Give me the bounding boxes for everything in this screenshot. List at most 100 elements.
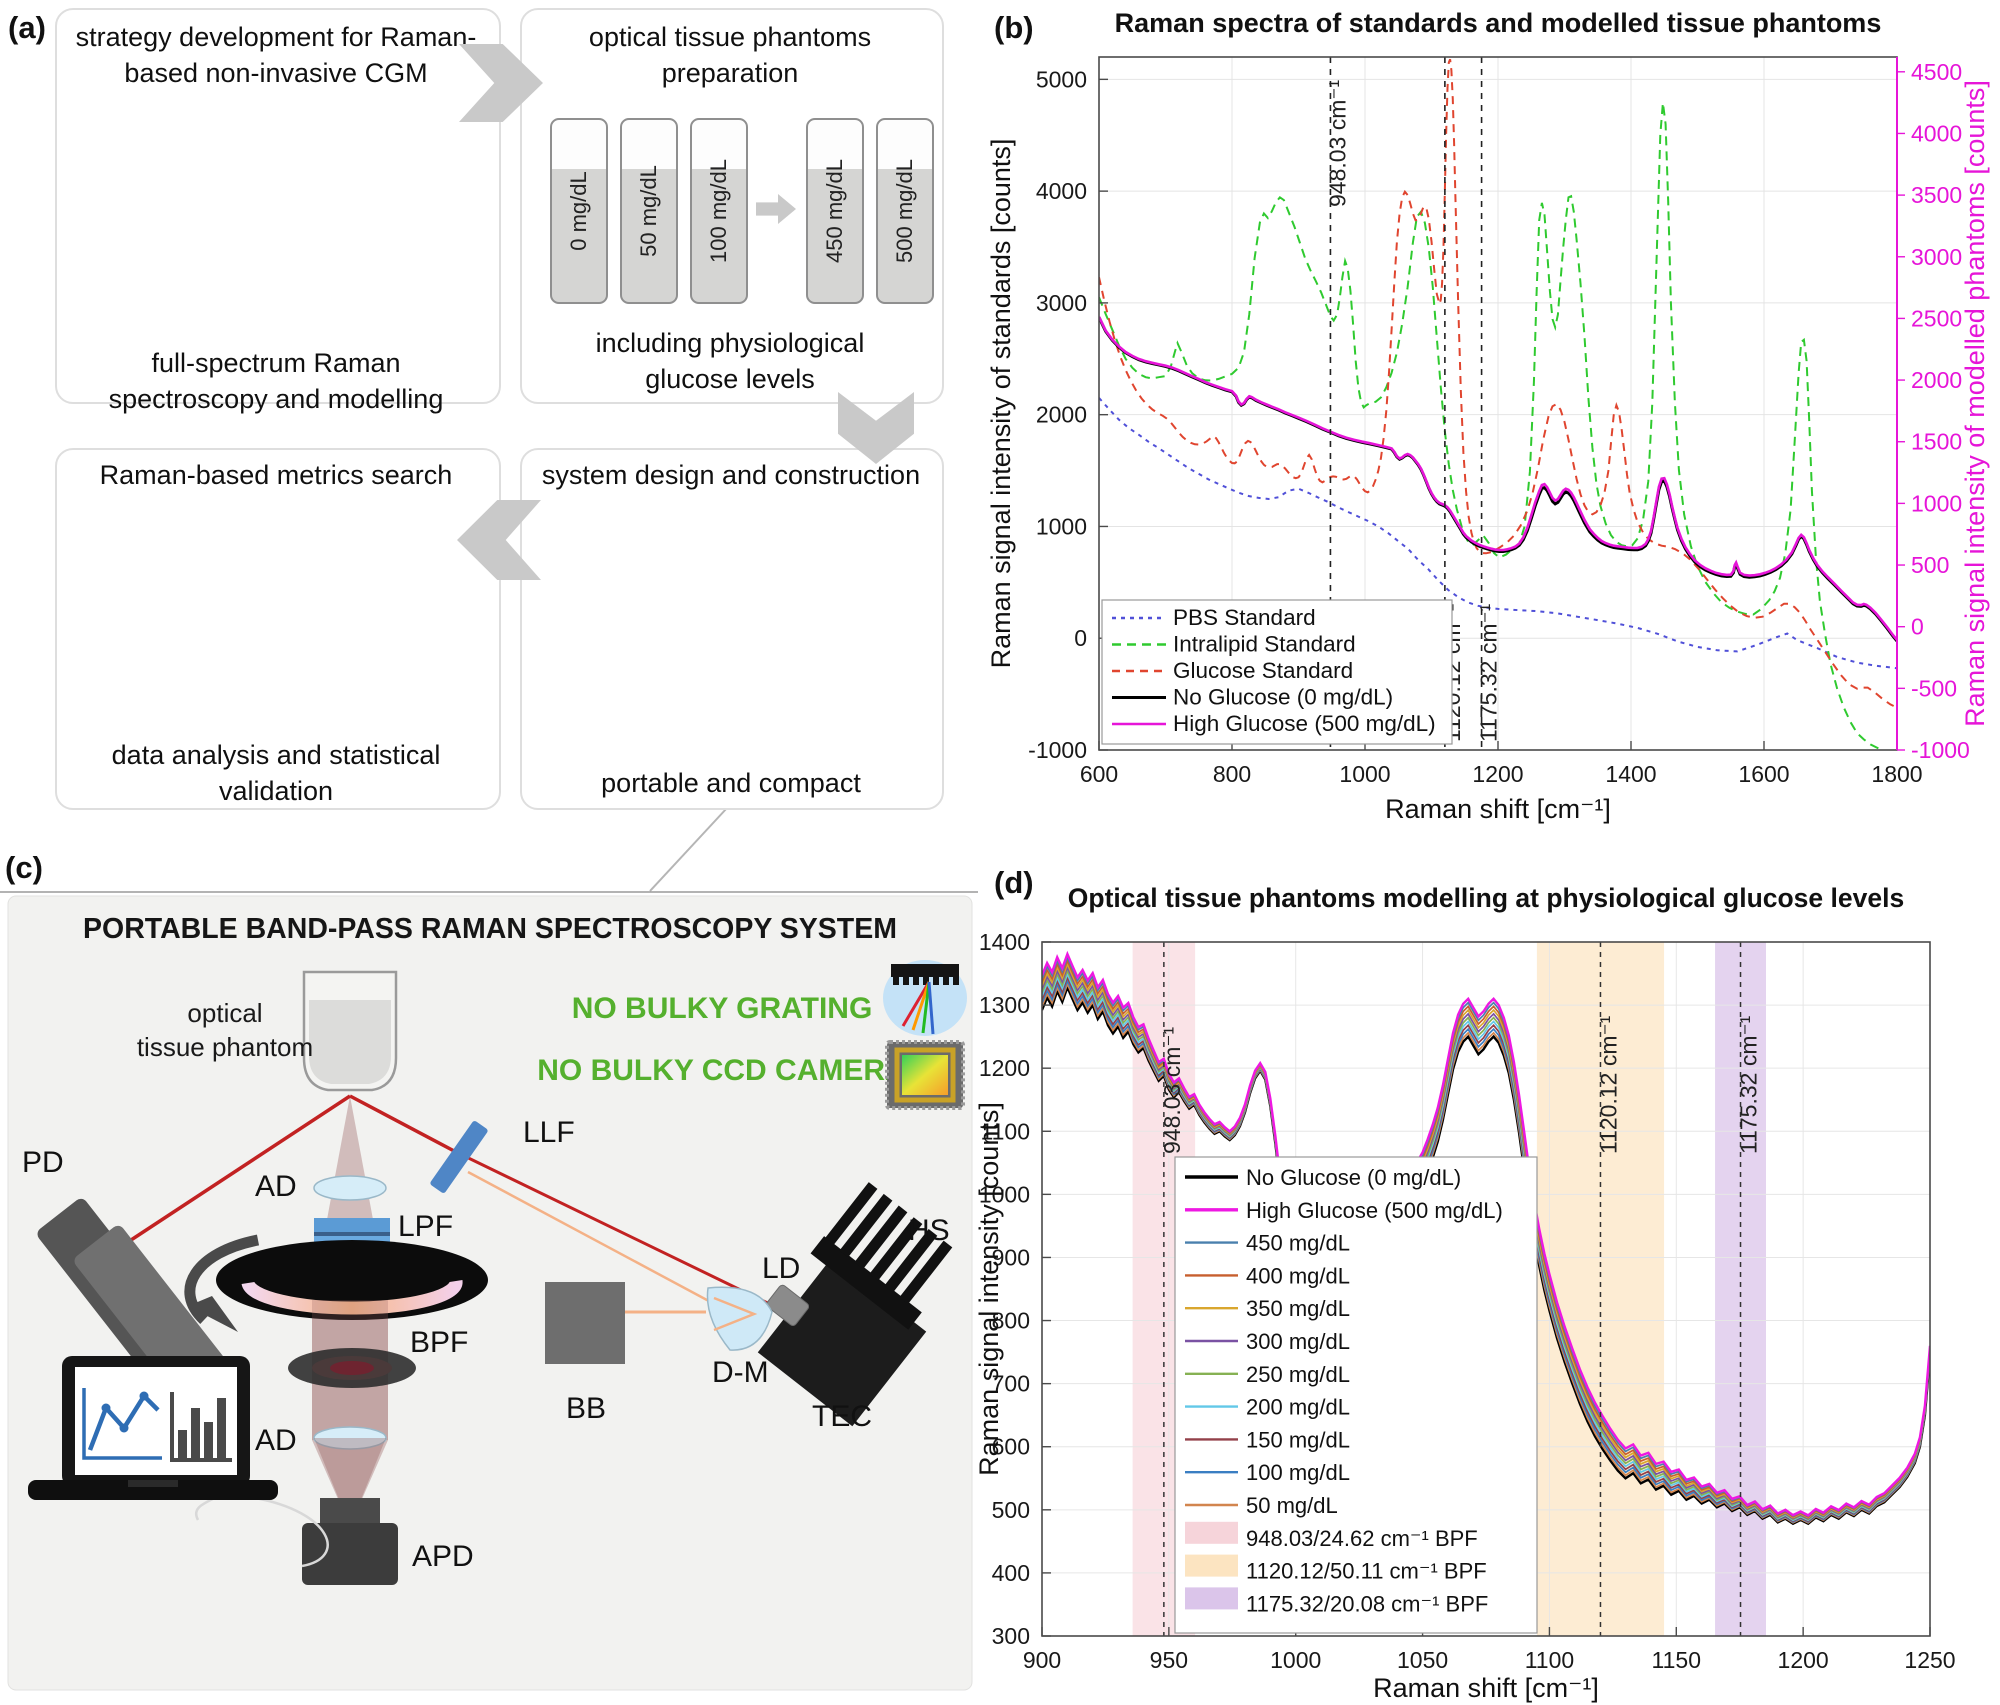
intralipid-standard-series bbox=[1099, 102, 1884, 750]
legend-item-100-mg-dl: 100 mg/dL bbox=[1246, 1460, 1350, 1485]
svg-text:1000: 1000 bbox=[1036, 513, 1087, 539]
box2-caption: including physiological glucose levels bbox=[595, 328, 865, 394]
legend-item-high-glucose-500-mg-dl: High Glucose (500 mg/dL) bbox=[1173, 711, 1436, 736]
svg-text:4000: 4000 bbox=[1036, 178, 1087, 204]
svg-text:5000: 5000 bbox=[1036, 66, 1087, 92]
pbs-standard-series bbox=[1099, 397, 1897, 670]
hs-label: HS bbox=[908, 1214, 950, 1247]
svg-text:2500: 2500 bbox=[1911, 305, 1962, 331]
svg-text:600: 600 bbox=[1080, 761, 1118, 787]
svg-text:500: 500 bbox=[992, 1497, 1030, 1523]
panel-d-legend: No Glucose (0 mg/dL) High Glucose (500 mg… bbox=[1174, 1156, 1538, 1634]
dm-internal-beam bbox=[713, 1296, 758, 1332]
ad-lens-2 bbox=[313, 1426, 387, 1450]
panel-a-box1 bbox=[55, 8, 501, 404]
svg-text:1500: 1500 bbox=[1911, 429, 1962, 455]
legend-item-300-mg-dl: 300 mg/dL bbox=[1246, 1329, 1350, 1354]
ccd-camera-icon bbox=[885, 1040, 965, 1110]
svg-text:1200: 1200 bbox=[1472, 761, 1523, 787]
ld-label: LD bbox=[762, 1252, 800, 1285]
grating-icon bbox=[883, 960, 967, 1036]
llf-filter bbox=[430, 1121, 488, 1193]
bpf-label: BPF bbox=[410, 1326, 468, 1359]
panel-c-label: (c) bbox=[5, 850, 43, 885]
svg-text:1000: 1000 bbox=[1339, 761, 1390, 787]
legend-item-150-mg-dl: 150 mg/dL bbox=[1246, 1427, 1350, 1452]
svg-text:1100: 1100 bbox=[981, 1118, 1030, 1144]
svg-text:-500: -500 bbox=[1911, 675, 1957, 701]
disk-sample-ring bbox=[241, 1280, 463, 1315]
svg-text:2000: 2000 bbox=[1036, 402, 1087, 428]
fiber-laptop-to-apd bbox=[254, 1496, 329, 1568]
panel-c-diagram: PORTABLE BAND-PASS RAMAN SPECTROSCOPY SY… bbox=[0, 891, 978, 1691]
panel-d-label: (d) bbox=[994, 865, 1034, 900]
panel-a-box3 bbox=[55, 448, 501, 810]
vial-50: 50 mg/dL bbox=[620, 118, 678, 304]
svg-text:-1000: -1000 bbox=[1028, 737, 1087, 763]
laptop-icon-c bbox=[28, 1356, 278, 1500]
llf-label: LLF bbox=[523, 1116, 575, 1149]
bb-label: BB bbox=[566, 1392, 606, 1425]
glucose-standard-series bbox=[1099, 58, 1897, 709]
svg-text:300: 300 bbox=[992, 1623, 1030, 1649]
svg-text:3000: 3000 bbox=[1036, 290, 1087, 316]
panel-b-label: (b) bbox=[994, 10, 1034, 45]
hs-heat-sink bbox=[810, 1182, 953, 1330]
rotation-arrow-icon bbox=[184, 1234, 260, 1332]
high-glucose-500-mg-dl-series bbox=[1099, 316, 1897, 641]
svg-text:950: 950 bbox=[1150, 1647, 1188, 1673]
ad-lens-1 bbox=[313, 1175, 387, 1201]
laser-line-llf-to-ld bbox=[455, 1150, 783, 1312]
svg-text:700: 700 bbox=[992, 1371, 1030, 1397]
svg-text:1100: 1100 bbox=[1525, 1647, 1574, 1673]
svg-text:1400: 1400 bbox=[979, 929, 1030, 955]
legend-item-50-mg-dl: 50 mg/dL bbox=[1246, 1493, 1338, 1518]
svg-text:900: 900 bbox=[1023, 1647, 1061, 1673]
legend-item-1175-32-20-08-cm-bpf: 1175.32/20.08 cm⁻¹ BPF bbox=[1246, 1591, 1488, 1616]
panel-d-chart: (d) Optical tissue phantoms modelling at … bbox=[974, 865, 1956, 1703]
svg-text:-1000: -1000 bbox=[1911, 737, 1970, 763]
panel-d-xlabel: Raman shift [cm⁻¹] bbox=[1373, 1673, 1599, 1703]
vial-50-label: 50 mg/dL bbox=[636, 165, 661, 257]
svg-text:4000: 4000 bbox=[1911, 120, 1962, 146]
annotation-label-1175.32: 1175.32 cm⁻¹ bbox=[1736, 1015, 1762, 1154]
legend-item-no-glucose-0-mg-dl: No Glucose (0 mg/dL) bbox=[1246, 1165, 1461, 1190]
legend-item-948-03-24-62-cm-bpf: 948.03/24.62 cm⁻¹ BPF bbox=[1246, 1526, 1478, 1551]
high-glucose-500-mg-dl-series bbox=[1042, 950, 1930, 1517]
lpf-label: LPF bbox=[398, 1210, 453, 1243]
svg-text:1600: 1600 bbox=[1738, 761, 1789, 787]
legend-item-no-glucose-0-mg-dl: No Glucose (0 mg/dL) bbox=[1173, 685, 1393, 710]
box4-caption: portable and compact bbox=[601, 768, 861, 798]
svg-text:0: 0 bbox=[1911, 614, 1924, 640]
svg-text:1050: 1050 bbox=[1397, 1647, 1448, 1673]
plot-frame bbox=[1041, 941, 1931, 1637]
svg-text:1800: 1800 bbox=[1871, 761, 1922, 787]
legend-item-400-mg-dl: 400 mg/dL bbox=[1246, 1263, 1350, 1288]
bpf-band-1 bbox=[1536, 942, 1665, 1636]
panel-d-ylabel: Raman signal intensity [counts] bbox=[974, 1102, 1004, 1476]
optical-tissue-phantom-beaker bbox=[302, 970, 398, 1092]
legend-item-high-glucose-500-mg-dl: High Glucose (500 mg/dL) bbox=[1246, 1198, 1503, 1223]
svg-text:3500: 3500 bbox=[1911, 182, 1962, 208]
box3-title: Raman-based metrics search bbox=[99, 460, 453, 490]
svg-text:4500: 4500 bbox=[1911, 59, 1962, 85]
callout-no-grating: NO BULKY GRATING bbox=[572, 992, 873, 1025]
annotation-label-1120.12: 1120.12 cm⁻¹ bbox=[1595, 1015, 1621, 1154]
phantom-label-line2: tissue phantom bbox=[137, 1032, 313, 1062]
vial-450: 450 mg/dL bbox=[806, 118, 864, 304]
panel-b-ylabel-right: Raman signal intensity of modelled phant… bbox=[1960, 80, 1990, 727]
panel-b-ylabel-left: Raman signal intensity of standards [cou… bbox=[986, 139, 1016, 669]
svg-text:1150: 1150 bbox=[1652, 1647, 1701, 1673]
beam-to-apd bbox=[314, 1438, 386, 1524]
ad-label-2: AD bbox=[255, 1424, 297, 1457]
legend-item-350-mg-dl: 350 mg/dL bbox=[1246, 1296, 1350, 1321]
vial-0-label: 0 mg/dL bbox=[566, 171, 591, 251]
legend-item-glucose-standard: Glucose Standard bbox=[1173, 658, 1353, 683]
box2-title: optical tissue phantoms preparation bbox=[588, 22, 872, 88]
vial-100-label: 100 mg/dL bbox=[706, 159, 731, 263]
svg-text:900: 900 bbox=[992, 1244, 1030, 1270]
legend-item-200-mg-dl: 200 mg/dL bbox=[1246, 1395, 1350, 1420]
